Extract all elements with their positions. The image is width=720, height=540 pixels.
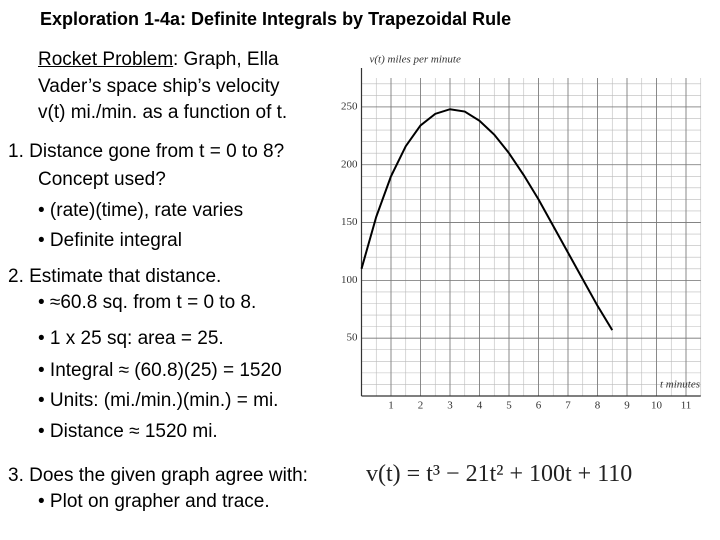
question-heading: 1. Distance gone from t = 0 to 8? xyxy=(8,141,285,162)
line xyxy=(360,108,614,331)
x-tick-label: 1 xyxy=(388,400,394,412)
text-line: • Units: (mi./min.)(min.) = mi. xyxy=(38,390,279,411)
x-tick-label: 8 xyxy=(595,400,601,412)
text-line: • Distance ≈ 1520 mi. xyxy=(38,421,218,442)
x-tick-label: 11 xyxy=(681,400,692,412)
equation: v(t) = t³ − 21t² + 100t + 110 xyxy=(366,461,633,487)
text-line: • ≈60.8 sq. from t = 0 to 8. xyxy=(38,292,257,313)
x-tick-label: 5 xyxy=(506,400,512,412)
y-tick-label: 250 xyxy=(341,100,358,112)
x-tick-label: 3 xyxy=(447,400,453,412)
y-axis-label: v(t) miles per minute xyxy=(370,54,461,66)
label: Rocket Problem xyxy=(38,49,174,70)
x-tick-label: 7 xyxy=(565,400,571,412)
x-tick-label: 2 xyxy=(418,400,424,412)
y-tick-label: 100 xyxy=(341,274,358,286)
text-line: • Integral ≈ (60.8)(25) = 1520 xyxy=(38,360,282,381)
text-line: Vader’s space ship’s velocity xyxy=(38,76,280,97)
text-line: • Definite integral xyxy=(38,230,182,251)
question-heading: 2. Estimate that distance. xyxy=(8,266,222,287)
text-line: : Graph, Ella xyxy=(173,49,279,70)
x-tick-label: 9 xyxy=(624,400,630,412)
text-line: • Plot on grapher and trace. xyxy=(38,491,270,512)
y-tick-label: 150 xyxy=(341,216,358,228)
x-tick-label: 10 xyxy=(651,400,663,412)
x-tick-label: 6 xyxy=(536,400,542,412)
question-heading: 3. Does the given graph agree with: xyxy=(8,465,308,486)
slide-title: Exploration 1-4a: Definite Integrals by … xyxy=(40,9,512,29)
text-line: • (rate)(time), rate varies xyxy=(38,200,244,221)
text-line: • 1 x 25 sq: area = 25. xyxy=(38,328,224,349)
text-line: Concept used? xyxy=(38,169,166,190)
y-tick-label: 200 xyxy=(341,158,358,170)
text-line: v(t) mi./min. as a function of t. xyxy=(38,102,288,123)
x-tick-label: 4 xyxy=(477,400,483,412)
y-tick-label: 50 xyxy=(347,332,359,344)
x-axis-label: t minutes xyxy=(660,379,700,391)
